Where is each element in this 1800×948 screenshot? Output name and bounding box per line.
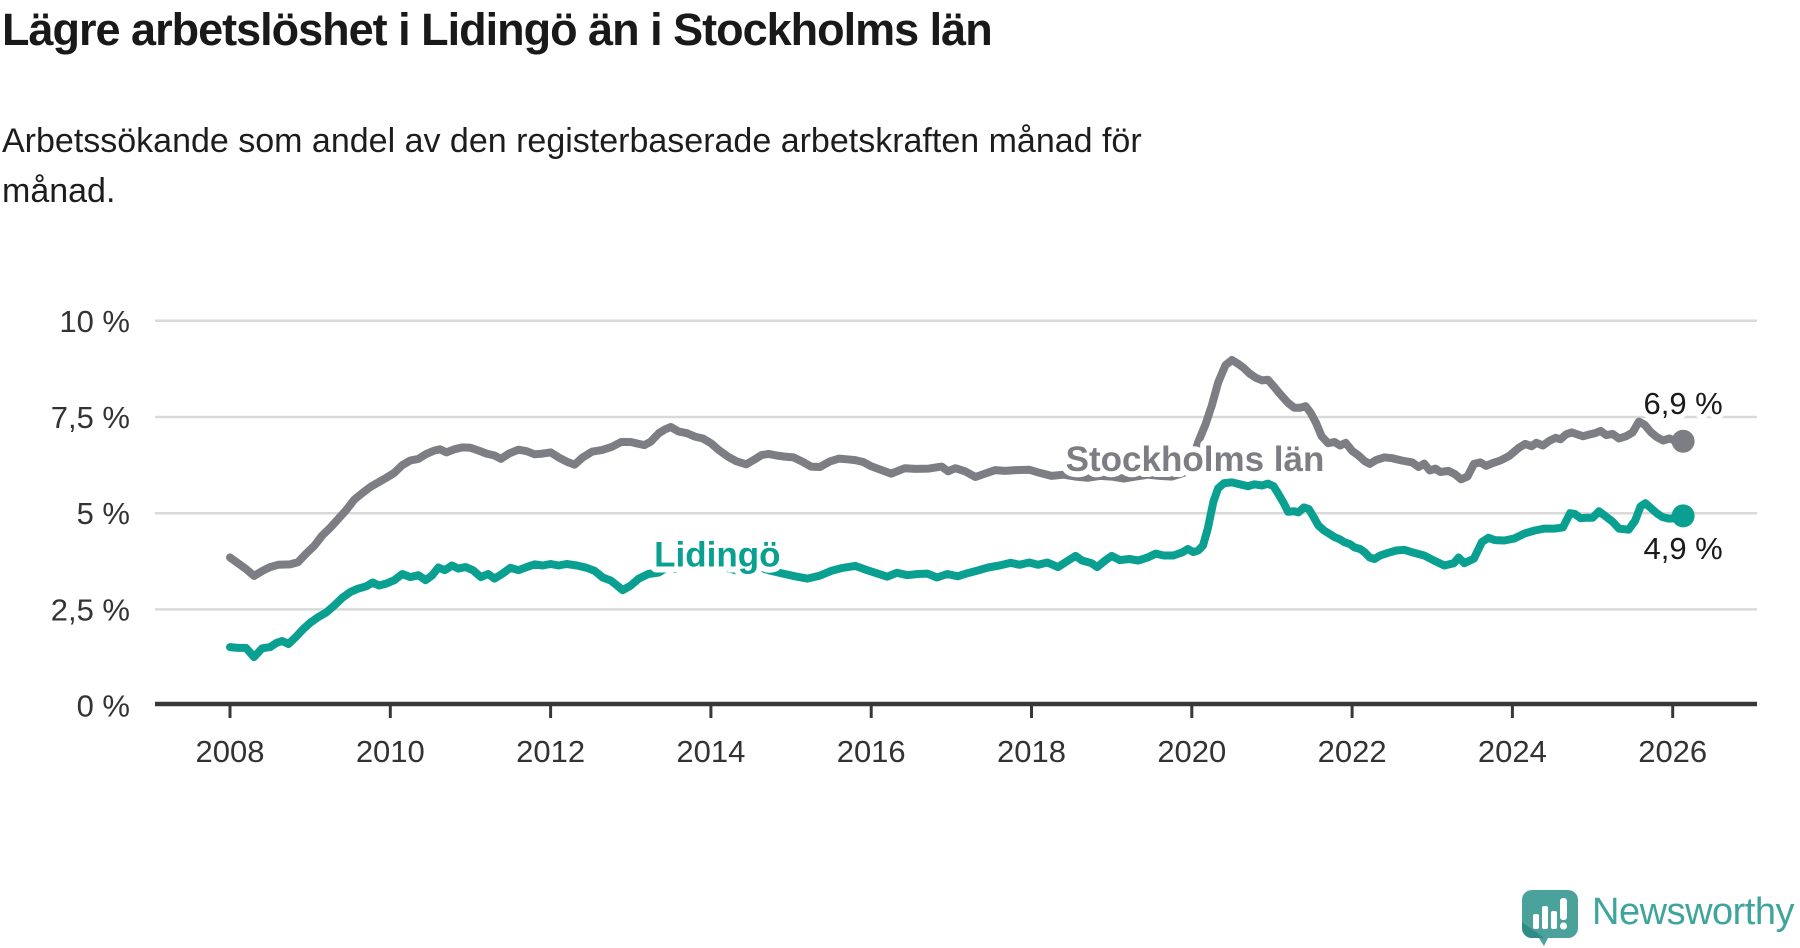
x-tick-label-2022: 2022 xyxy=(1318,734,1387,769)
end-dot-lidingo xyxy=(1671,504,1695,528)
x-tick-label-2018: 2018 xyxy=(997,734,1066,769)
x-tick-label-2020: 2020 xyxy=(1157,734,1226,769)
logo-exclamation-bar xyxy=(1560,898,1568,920)
end-value-label-stockholms-lan: 6,9 % xyxy=(1643,386,1722,421)
chart-subtitle-line1: Arbetssökande som andel av den registerb… xyxy=(2,122,1142,160)
page-title: Lägre arbetslöshet i Lidingö än i Stockh… xyxy=(2,4,993,55)
x-tick-label-2014: 2014 xyxy=(676,734,745,769)
newsworthy-logo-icon xyxy=(1522,890,1579,946)
y-tick-label-7.5: 7,5 % xyxy=(51,400,130,435)
x-tick-label-2008: 2008 xyxy=(196,734,265,769)
x-tick-label-2012: 2012 xyxy=(516,734,585,769)
chart-subtitle-line2: månad. xyxy=(2,172,116,210)
logo-exclamation-dot xyxy=(1559,922,1568,930)
newsworthy-wordmark: Newsworthy xyxy=(1592,890,1794,933)
x-tick-label-2024: 2024 xyxy=(1478,734,1547,769)
y-tick-label-0: 0 % xyxy=(77,689,130,724)
y-tick-label-2.5: 2,5 % xyxy=(51,592,130,627)
x-tick-label-2010: 2010 xyxy=(356,734,425,769)
series-line-lidingo xyxy=(226,478,1688,662)
logo-bar-small xyxy=(1533,914,1540,929)
chart-subtitle: Arbetssökande som andel av den registerb… xyxy=(2,116,1142,216)
newsworthy-logo: Newsworthy xyxy=(1522,876,1794,948)
x-tick-label-2026: 2026 xyxy=(1638,734,1707,769)
y-tick-label-5: 5 % xyxy=(77,496,130,531)
y-tick-label-10: 10 % xyxy=(59,304,130,339)
series-label-stockholms-lan: Stockholms län xyxy=(1066,440,1325,479)
logo-bar-tall xyxy=(1542,906,1549,929)
end-value-label-lidingo: 4,9 % xyxy=(1643,531,1722,566)
logo-fold xyxy=(1522,922,1545,938)
series-label-lidingo: Lidingö xyxy=(654,535,780,574)
end-dot-stockholms-lan xyxy=(1671,429,1695,453)
series-line-stockholms-lan xyxy=(226,356,1688,580)
logo-bar-medium xyxy=(1551,911,1558,929)
x-tick-label-2016: 2016 xyxy=(837,734,906,769)
